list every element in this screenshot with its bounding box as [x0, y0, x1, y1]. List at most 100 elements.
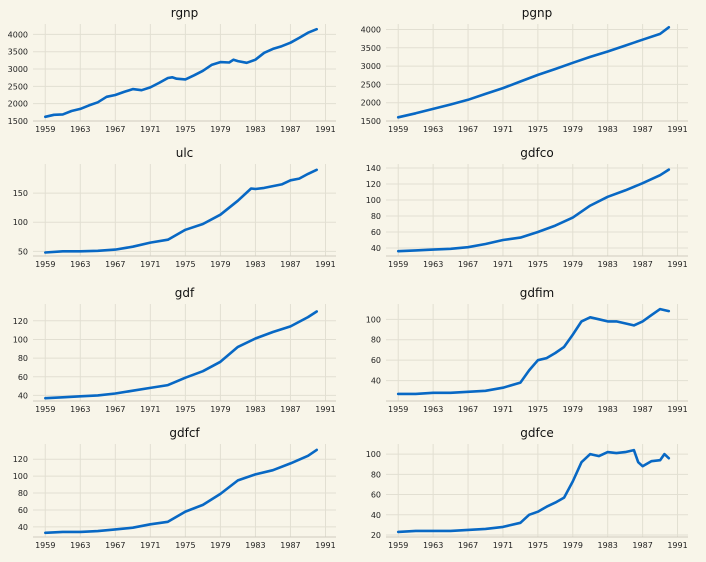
y-tick-label: 3500	[361, 44, 381, 53]
x-tick-label: 1991	[667, 125, 687, 134]
y-tick-label: 40	[371, 244, 381, 253]
y-tick-label: 50	[18, 247, 28, 256]
x-tick-label: 1979	[210, 260, 230, 269]
x-tick-label: 1963	[70, 125, 90, 134]
x-tick-label: 1971	[493, 541, 513, 550]
x-tick-label: 1963	[423, 260, 443, 269]
x-tick-label: 1963	[70, 541, 90, 550]
x-tick-label: 1959	[35, 125, 55, 134]
y-tick-label: 1500	[361, 117, 381, 126]
y-tick-label: 60	[371, 228, 381, 237]
y-tick-label: 4000	[361, 25, 381, 34]
x-tick-label: 1979	[563, 125, 583, 134]
x-tick-label: 1987	[632, 260, 652, 269]
x-tick-label: 1975	[175, 405, 195, 414]
y-tick-label: 4000	[8, 30, 28, 39]
x-tick-label: 1971	[140, 125, 160, 134]
y-tick-label: 100	[13, 472, 28, 481]
panel-rgnp: rgnp 1959 1963 1967 1971 1975 1979 1983 1987 1991…	[8, 6, 336, 134]
panel-title: gdfcf	[169, 426, 200, 440]
x-tick-label: 1975	[528, 260, 548, 269]
x-tick-label: 1979	[563, 405, 583, 414]
x-tick-label: 1959	[388, 125, 408, 134]
x-tick-label: 1963	[70, 260, 90, 269]
y-tick-label: 2500	[361, 80, 381, 89]
x-tick-label: 1979	[563, 260, 583, 269]
x-tick-label: 1979	[563, 541, 583, 550]
series-line-rgnp	[43, 27, 319, 119]
series-line-gdfco	[396, 168, 671, 253]
x-tick-label: 1967	[458, 125, 478, 134]
series-line-pgnp	[396, 25, 671, 119]
x-tick-label: 1975	[528, 541, 548, 550]
panel-title: ulc	[176, 146, 194, 160]
x-tick-label: 1987	[632, 125, 652, 134]
y-tick-label: 2000	[361, 99, 381, 108]
panel-gdfim: gdfim 1959 1963 1967 1971 1975 1979 1983 1987 199…	[366, 286, 688, 414]
x-tick-label: 1975	[528, 405, 548, 414]
y-tick-label: 40	[18, 391, 28, 400]
x-tick-label: 1967	[458, 260, 478, 269]
x-tick-label: 1971	[493, 260, 513, 269]
y-tick-label: 40	[371, 377, 381, 386]
x-tick-label: 1991	[315, 125, 335, 134]
x-tick-label: 1967	[105, 260, 125, 269]
y-tick-label: 80	[18, 354, 28, 363]
y-tick-label: 120	[13, 317, 28, 326]
x-tick-label: 1963	[423, 541, 443, 550]
x-tick-label: 1987	[280, 541, 300, 550]
panel-pgnp: pgnp 1959 1963 1967 1971 1975 1979 1983 1987 1991…	[361, 6, 688, 134]
x-tick-label: 1959	[388, 405, 408, 414]
panel-gdfco: gdfco 1959 1963 1967 1971 1975 1979 1983 1987 199…	[366, 146, 688, 269]
x-tick-label: 1983	[598, 405, 618, 414]
panel-ulc: ulc 1959 1963 1967 1971 1975 1979 1983 1987 1991 5…	[13, 146, 336, 269]
panel-title: gdfce	[520, 426, 553, 440]
y-tick-label: 3000	[361, 62, 381, 71]
x-tick-label: 1963	[70, 405, 90, 414]
x-tick-label: 1979	[210, 541, 230, 550]
x-tick-label: 1983	[245, 260, 265, 269]
x-tick-label: 1971	[493, 125, 513, 134]
y-tick-label: 80	[371, 336, 381, 345]
x-tick-label: 1967	[105, 405, 125, 414]
x-tick-label: 1971	[140, 405, 160, 414]
x-tick-label: 1959	[35, 260, 55, 269]
x-tick-label: 1987	[632, 405, 652, 414]
y-tick-label: 100	[13, 335, 28, 344]
x-tick-label: 1991	[667, 541, 687, 550]
y-tick-label: 1500	[8, 117, 28, 126]
x-tick-label: 1967	[458, 541, 478, 550]
x-tick-label: 1971	[140, 260, 160, 269]
x-tick-label: 1991	[315, 405, 335, 414]
x-tick-label: 1987	[280, 405, 300, 414]
y-tick-label: 100	[366, 450, 381, 459]
y-tick-label: 3000	[8, 65, 28, 74]
y-tick-label: 60	[18, 373, 28, 382]
x-tick-label: 1959	[35, 541, 55, 550]
panel-gdf: gdf 1959 1963 1967 1971 1975 1979 1983 1987 1991 4…	[13, 286, 336, 414]
panel-title: rgnp	[171, 6, 199, 20]
y-tick-label: 60	[18, 506, 28, 515]
x-tick-label: 1967	[105, 125, 125, 134]
series-line-gdf	[43, 310, 319, 400]
x-tick-label: 1967	[105, 541, 125, 550]
series-line-ulc	[43, 168, 319, 254]
x-tick-label: 1959	[35, 405, 55, 414]
x-tick-label: 1979	[210, 405, 230, 414]
x-tick-label: 1983	[245, 541, 265, 550]
y-tick-label: 20	[371, 531, 381, 540]
x-tick-label: 1975	[528, 125, 548, 134]
x-tick-label: 1959	[388, 260, 408, 269]
x-tick-label: 1979	[210, 125, 230, 134]
x-tick-label: 1991	[667, 405, 687, 414]
x-tick-label: 1967	[458, 405, 478, 414]
x-tick-label: 1987	[280, 260, 300, 269]
y-tick-label: 120	[13, 455, 28, 464]
x-tick-label: 1991	[667, 260, 687, 269]
x-tick-label: 1983	[598, 125, 618, 134]
y-tick-label: 150	[13, 189, 28, 198]
x-tick-label: 1983	[245, 405, 265, 414]
x-tick-label: 1983	[598, 260, 618, 269]
y-tick-label: 120	[366, 180, 381, 189]
